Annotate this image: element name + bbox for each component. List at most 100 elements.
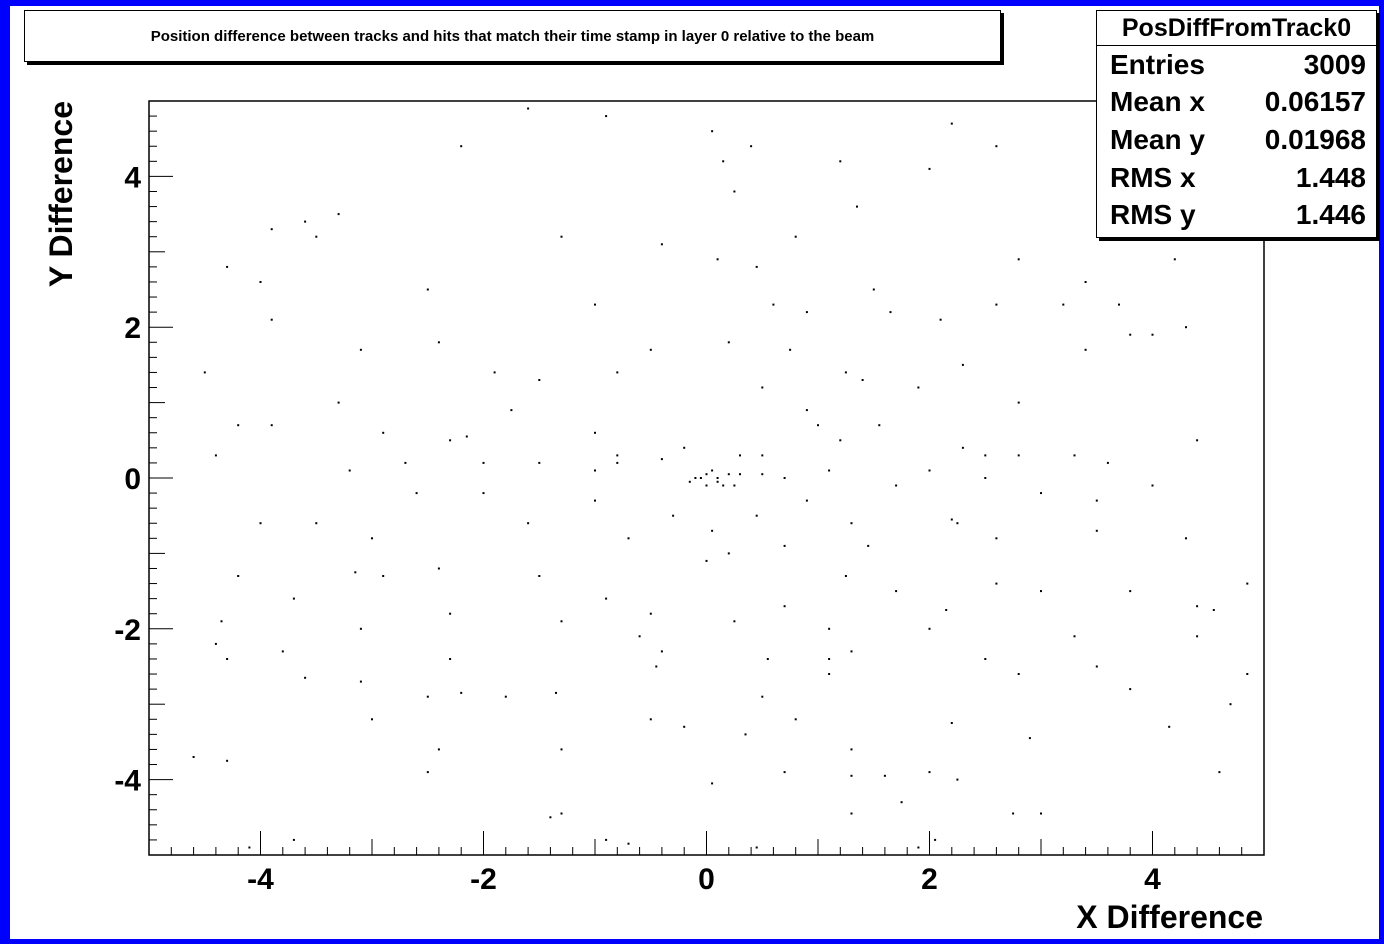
data-point	[1040, 492, 1042, 495]
data-point	[616, 454, 619, 457]
data-point	[984, 658, 987, 660]
stats-box: PosDiffFromTrack0 Entries 3009 Mean x 0.…	[1096, 10, 1377, 238]
data-point	[594, 431, 596, 434]
data-point	[711, 130, 714, 133]
data-point	[850, 522, 853, 525]
data-point	[1196, 605, 1199, 608]
x-tick-label: 2	[921, 863, 938, 896]
data-point	[616, 371, 619, 374]
data-point	[237, 424, 240, 427]
data-point	[828, 673, 831, 675]
data-point	[1212, 609, 1215, 611]
data-point	[828, 627, 831, 630]
y-tick-label: -2	[114, 614, 141, 647]
data-point	[538, 575, 541, 577]
chart-title-box: Position difference between tracks and h…	[24, 10, 1001, 62]
data-point	[337, 213, 340, 216]
data-point	[1017, 673, 1020, 675]
data-point	[727, 341, 730, 344]
data-point	[1084, 281, 1087, 283]
data-point	[950, 518, 953, 521]
data-point	[867, 544, 870, 547]
data-point	[449, 612, 452, 615]
x-tick-label: 0	[698, 863, 715, 896]
data-point	[482, 492, 485, 495]
data-point	[1040, 812, 1042, 815]
data-point	[493, 371, 496, 374]
data-point	[716, 477, 719, 479]
data-point	[716, 258, 719, 261]
data-point	[928, 167, 931, 170]
data-point	[861, 379, 864, 381]
data-point	[605, 838, 608, 841]
data-point	[605, 115, 608, 118]
x-axis-ticks: -4 -2 0 2 4	[148, 831, 1265, 896]
data-point	[939, 318, 942, 321]
data-point	[961, 446, 964, 449]
data-point	[705, 559, 708, 562]
data-point	[220, 620, 223, 623]
data-point	[789, 348, 792, 351]
data-point	[560, 620, 563, 623]
data-point	[1028, 737, 1031, 740]
stats-label: RMS x	[1110, 161, 1196, 193]
data-point	[354, 571, 357, 574]
data-point	[828, 658, 831, 660]
data-point	[817, 424, 819, 427]
data-point	[705, 473, 708, 476]
y-axis-ticks: -4 -2 0 2 4	[114, 100, 173, 856]
data-point	[1040, 590, 1042, 593]
data-point	[270, 318, 273, 321]
stats-label: RMS y	[1110, 199, 1196, 231]
data-point	[699, 477, 702, 479]
data-point	[460, 691, 463, 694]
data-point	[1246, 582, 1249, 585]
data-point	[688, 480, 691, 483]
data-point	[750, 145, 753, 148]
data-point	[934, 838, 937, 841]
data-point	[538, 379, 541, 381]
data-point	[270, 228, 273, 231]
data-point	[292, 838, 295, 841]
data-point	[711, 529, 714, 532]
data-point	[705, 484, 708, 487]
x-axis-title: X Difference	[1076, 899, 1263, 935]
data-point	[917, 386, 920, 389]
x-tick-label: -2	[470, 863, 497, 896]
data-point	[1151, 484, 1154, 487]
data-point	[449, 439, 452, 442]
data-point	[359, 627, 362, 630]
data-point	[449, 658, 452, 660]
data-point	[1073, 454, 1076, 457]
data-point	[382, 431, 385, 434]
data-point	[638, 635, 641, 638]
data-point	[872, 288, 875, 291]
data-point	[950, 722, 953, 724]
data-point	[1095, 665, 1098, 668]
data-point	[1106, 461, 1109, 464]
data-point	[465, 435, 468, 438]
data-point	[1017, 454, 1020, 457]
data-point	[292, 597, 295, 600]
data-point	[203, 371, 206, 374]
data-point	[711, 469, 714, 472]
data-point	[226, 265, 229, 268]
data-point	[460, 145, 463, 148]
data-point	[772, 303, 775, 306]
data-point	[404, 461, 407, 464]
data-point	[783, 771, 786, 774]
data-point	[1095, 529, 1098, 532]
data-point	[315, 235, 318, 238]
data-point	[727, 552, 730, 555]
data-point	[895, 484, 898, 487]
data-point	[1173, 258, 1176, 261]
stats-value: 0.01968	[1264, 123, 1366, 155]
data-point	[761, 473, 764, 476]
data-point	[733, 620, 736, 623]
data-point	[1168, 725, 1171, 728]
data-point	[755, 514, 758, 517]
data-point	[437, 567, 440, 570]
data-point	[883, 774, 886, 777]
data-point	[426, 771, 429, 774]
stats-label: Mean y	[1110, 123, 1205, 155]
